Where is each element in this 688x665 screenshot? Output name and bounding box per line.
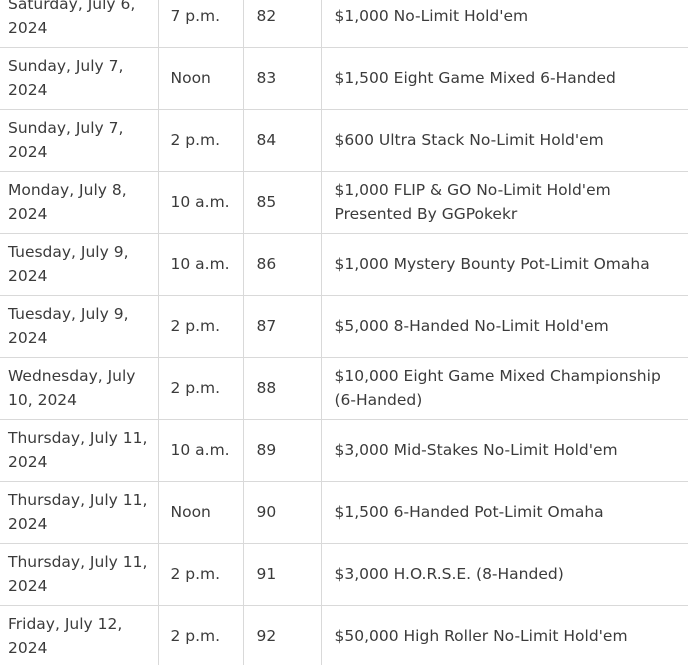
event-number-cell: 91 (243, 543, 322, 606)
table-row: Wednesday, July 10, 2024 2 p.m. 88 $10,0… (0, 357, 688, 420)
event-number-cell: 92 (243, 605, 322, 665)
event-time-cell: Noon (158, 481, 244, 544)
event-date-cell: Monday, July 8, 2024 (0, 171, 159, 234)
table-row: Monday, July 8, 2024 10 a.m. 85 $1,000 F… (0, 171, 688, 234)
event-number-cell: 87 (243, 295, 322, 358)
event-date-cell: Sunday, July 7, 2024 (0, 109, 159, 172)
event-name-cell: $1,500 Eight Game Mixed 6-Handed (321, 47, 688, 110)
table-row: Saturday, July 6, 2024 7 p.m. 82 $1,000 … (0, 0, 688, 48)
event-name-cell: $1,000 Mystery Bounty Pot-Limit Omaha (321, 233, 688, 296)
event-time-cell: 2 p.m. (158, 357, 244, 420)
event-time-cell: 10 a.m. (158, 233, 244, 296)
event-time-cell: 2 p.m. (158, 605, 244, 665)
event-name-cell: $50,000 High Roller No-Limit Hold'em (321, 605, 688, 665)
event-date-cell: Saturday, July 6, 2024 (0, 0, 159, 48)
event-name-cell: $1,000 No-Limit Hold'em (321, 0, 688, 48)
event-name-cell: $1,000 FLIP & GO No-Limit Hold'em Presen… (321, 171, 688, 234)
table-row: Sunday, July 7, 2024 Noon 83 $1,500 Eigh… (0, 47, 688, 110)
event-number-cell: 88 (243, 357, 322, 420)
event-date-cell: Friday, July 12, 2024 (0, 605, 159, 665)
event-time-cell: 7 p.m. (158, 0, 244, 48)
event-time-cell: 2 p.m. (158, 295, 244, 358)
event-name-cell: $3,000 H.O.R.S.E. (8-Handed) (321, 543, 688, 606)
event-date-cell: Thursday, July 11, 2024 (0, 419, 159, 482)
table-row: Tuesday, July 9, 2024 2 p.m. 87 $5,000 8… (0, 295, 688, 358)
event-name-cell: $1,500 6-Handed Pot-Limit Omaha (321, 481, 688, 544)
event-date-cell: Tuesday, July 9, 2024 (0, 295, 159, 358)
event-time-cell: 10 a.m. (158, 171, 244, 234)
event-date-cell: Tuesday, July 9, 2024 (0, 233, 159, 296)
event-time-cell: Noon (158, 47, 244, 110)
event-number-cell: 85 (243, 171, 322, 234)
event-number-cell: 83 (243, 47, 322, 110)
event-name-cell: $3,000 Mid-Stakes No-Limit Hold'em (321, 419, 688, 482)
table-row: Thursday, July 11, 2024 Noon 90 $1,500 6… (0, 481, 688, 544)
event-date-cell: Thursday, July 11, 2024 (0, 481, 159, 544)
event-number-cell: 89 (243, 419, 322, 482)
event-date-cell: Sunday, July 7, 2024 (0, 47, 159, 110)
table-row: Friday, July 12, 2024 2 p.m. 92 $50,000 … (0, 605, 688, 665)
event-number-cell: 84 (243, 109, 322, 172)
event-number-cell: 86 (243, 233, 322, 296)
event-time-cell: 2 p.m. (158, 543, 244, 606)
event-number-cell: 90 (243, 481, 322, 544)
table-row: Tuesday, July 9, 2024 10 a.m. 86 $1,000 … (0, 233, 688, 296)
event-time-cell: 10 a.m. (158, 419, 244, 482)
event-name-cell: $600 Ultra Stack No-Limit Hold'em (321, 109, 688, 172)
table-row: Sunday, July 7, 2024 2 p.m. 84 $600 Ultr… (0, 109, 688, 172)
event-number-cell: 82 (243, 0, 322, 48)
event-date-cell: Wednesday, July 10, 2024 (0, 357, 159, 420)
table-row: Thursday, July 11, 2024 2 p.m. 91 $3,000… (0, 543, 688, 606)
event-name-cell: $10,000 Eight Game Mixed Championship (6… (321, 357, 688, 420)
event-time-cell: 2 p.m. (158, 109, 244, 172)
table-row: Thursday, July 11, 2024 10 a.m. 89 $3,00… (0, 419, 688, 482)
event-name-cell: $5,000 8-Handed No-Limit Hold'em (321, 295, 688, 358)
event-date-cell: Thursday, July 11, 2024 (0, 543, 159, 606)
